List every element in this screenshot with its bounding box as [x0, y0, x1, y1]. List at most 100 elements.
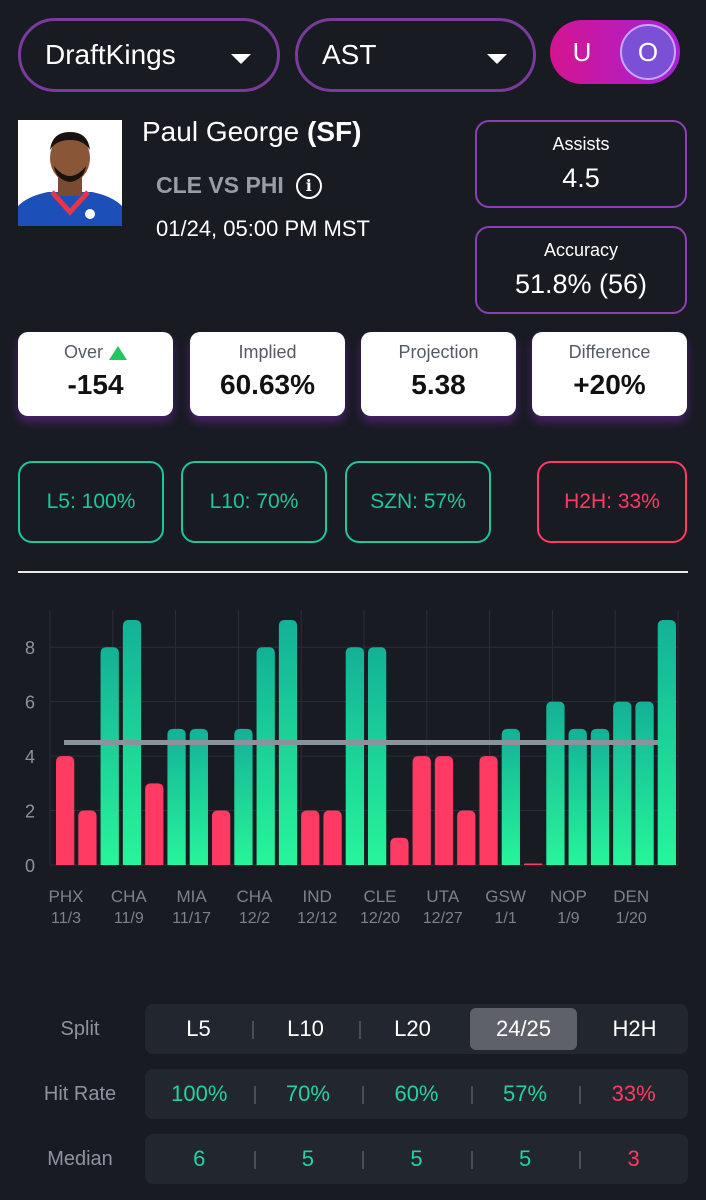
chart-y-ticks: 0 2 4 6 8 [25, 638, 35, 876]
chart-bar[interactable] [256, 647, 275, 865]
player-name-text: Paul George [142, 116, 300, 147]
stat-select[interactable]: AST [295, 18, 536, 92]
sportsbook-select-value: DraftKings [45, 39, 176, 70]
chevron-down-icon [231, 54, 251, 64]
chart-bar[interactable] [100, 647, 119, 865]
sportsbook-select[interactable]: DraftKings [18, 18, 280, 92]
chart-bar[interactable] [501, 728, 520, 865]
y-tick-label: 4 [25, 747, 35, 767]
matchup: CLE VS PHI i [156, 172, 322, 199]
chart-bar[interactable] [613, 701, 632, 865]
toggle-over-option[interactable]: O [620, 24, 676, 80]
chart-bar[interactable] [657, 620, 676, 865]
x-tick-date: 12/27 [423, 910, 463, 927]
chart-bar[interactable] [457, 810, 476, 865]
pill-l5[interactable]: L5: 100% [18, 461, 164, 543]
chart-bar[interactable] [234, 728, 253, 865]
matchup-text: CLE VS PHI [156, 172, 284, 198]
toggle-under-option[interactable]: U [572, 36, 592, 67]
chart-bar[interactable] [635, 701, 654, 865]
chart-bars [56, 620, 676, 865]
hit-rate-cell: 57% [470, 1069, 580, 1119]
over-under-toggle[interactable]: U O [550, 20, 680, 84]
hit-rate-cell: 60% [362, 1069, 471, 1119]
x-tick-team: PHX [49, 887, 84, 906]
x-tick-team: IND [303, 887, 332, 906]
x-tick-team: UTA [426, 887, 459, 906]
split-tab[interactable]: H2H [612, 1016, 657, 1041]
chart-bar[interactable] [189, 728, 208, 865]
implied-card: Implied 60.63% [190, 332, 345, 416]
game-log-chart: 0 2 4 6 8 PHX 11/3 CHA 11/9 MIA 11/17 CHA 12/2 IND 12… [25, 610, 679, 927]
pill-l10[interactable]: L10: 70% [181, 461, 327, 543]
split-tab[interactable]: L5 [186, 1016, 211, 1041]
x-tick-team: CHA [111, 887, 148, 906]
chart-bar[interactable] [345, 647, 364, 865]
median-cell: 5 [253, 1134, 363, 1184]
difference-label: Difference [568, 342, 651, 362]
x-tick-team: CLE [363, 887, 396, 906]
chart-bar[interactable] [167, 728, 186, 865]
chart-bar[interactable] [145, 783, 164, 865]
odds-label: Over [63, 342, 103, 362]
x-tick-date: 11/9 [114, 910, 144, 927]
projection-value: 5.38 [411, 369, 466, 400]
chart-bar[interactable] [56, 756, 75, 865]
hit-rate-cell: 70% [253, 1069, 363, 1119]
chart-bar[interactable] [301, 810, 320, 865]
y-tick-label: 6 [25, 693, 35, 713]
info-icon[interactable]: i [295, 172, 322, 199]
chart-bar[interactable] [546, 701, 565, 865]
x-tick-date: 1/1 [494, 910, 516, 927]
pill-h2h[interactable]: H2H: 33% [537, 461, 687, 543]
divider [18, 571, 688, 573]
hit-rate-row: Hit Rate 100% 70% 60% 57% 33% [0, 1069, 706, 1119]
difference-value: +20% [573, 369, 646, 400]
chart-bar[interactable] [590, 728, 610, 865]
x-tick-date: 1/9 [557, 910, 579, 927]
chevron-down-icon [487, 54, 507, 64]
x-tick-date: 12/12 [297, 910, 337, 927]
projection-card: Projection 5.38 [361, 332, 516, 416]
chart-x-labels: PHX 11/3 CHA 11/9 MIA 11/17 CHA 12/2 IND 12/12 CLE… [49, 887, 650, 927]
x-tick-team: MIA [176, 887, 207, 906]
chart-bar[interactable] [479, 756, 498, 865]
x-tick-team: DEN [613, 887, 649, 906]
x-tick-date: 1/20 [616, 910, 647, 927]
median-cell: 5 [362, 1134, 471, 1184]
projection-label: Projection [398, 342, 479, 362]
y-tick-label: 0 [25, 856, 35, 876]
odds-card: Over -154 [18, 332, 173, 416]
implied-value: 60.63% [220, 369, 315, 400]
player-headshot [18, 120, 122, 226]
x-tick-team: CHA [236, 887, 273, 906]
chart-bar[interactable] [212, 810, 231, 865]
chart-bar[interactable] [412, 756, 431, 865]
game-datetime: 01/24, 05:00 PM MST [156, 216, 370, 241]
chart-bar[interactable] [434, 756, 454, 865]
accuracy-label: Accuracy [543, 240, 619, 260]
chart-bar[interactable] [78, 810, 97, 865]
x-tick-team: GSW [485, 887, 526, 906]
chart-bar[interactable] [524, 863, 543, 866]
pill-season[interactable]: SZN: 57% [345, 461, 491, 543]
line-box: Assists 4.5 [475, 120, 687, 208]
chart-bar[interactable] [323, 810, 342, 865]
x-tick-date: 11/3 [51, 910, 81, 927]
accuracy-box: Accuracy 51.8% (56) [475, 226, 687, 314]
median-cell: 5 [470, 1134, 580, 1184]
chart-bar[interactable] [390, 837, 409, 865]
median-row-label: Median [47, 1148, 113, 1170]
split-tab[interactable]: L10 [252, 1004, 359, 1054]
chart-bar[interactable] [568, 728, 587, 865]
chart-bar[interactable] [368, 647, 387, 865]
implied-label: Implied [238, 342, 297, 362]
line-value: 4.5 [562, 163, 600, 193]
hit-rate-cell: 100% [171, 1081, 228, 1106]
split-tab[interactable]: L20 [359, 1004, 466, 1054]
arrow-up-icon [109, 345, 127, 360]
split-tab[interactable]: 24/25 [470, 1008, 577, 1050]
difference-card: Difference +20% [532, 332, 687, 416]
